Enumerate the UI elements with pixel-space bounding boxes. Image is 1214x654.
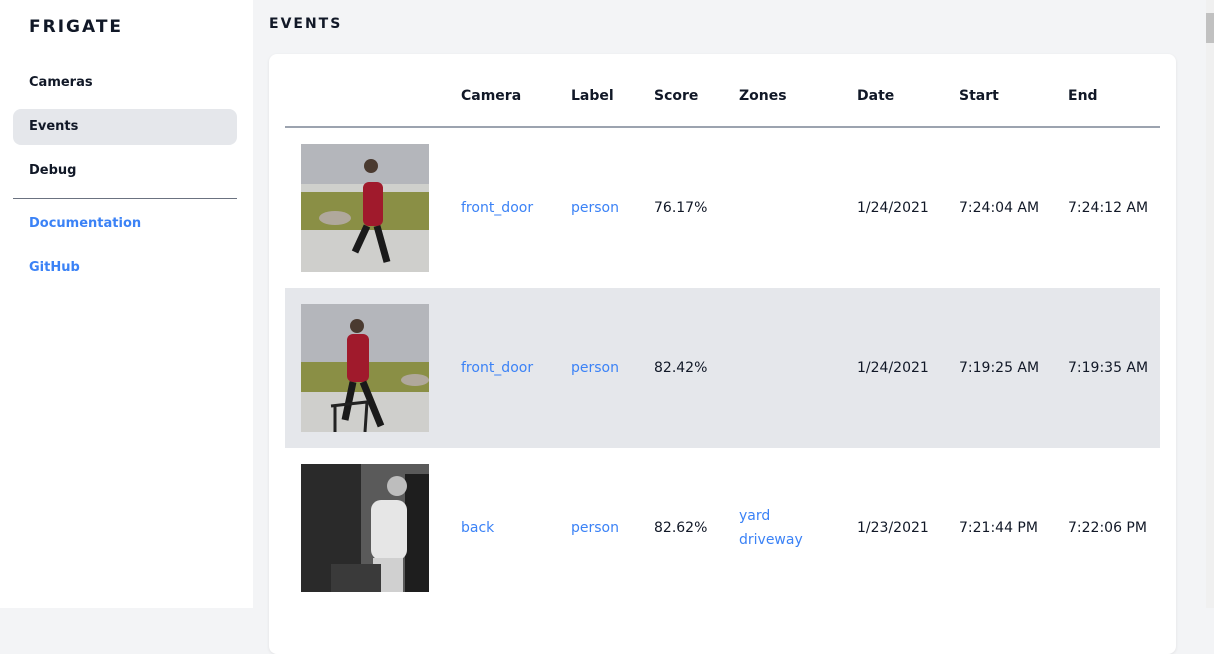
column-header-label: Label bbox=[571, 88, 614, 104]
camera-link[interactable]: front_door bbox=[461, 200, 534, 216]
table-row[interactable]: front_door person 76.17% 1/24/2021 7:24:… bbox=[285, 128, 1160, 288]
sidebar-item-events[interactable]: Events bbox=[13, 109, 237, 145]
date: 1/24/2021 bbox=[857, 360, 929, 376]
scrollbar-thumb[interactable] bbox=[1206, 13, 1214, 43]
zone-link[interactable]: driveway bbox=[739, 532, 803, 548]
label-link[interactable]: person bbox=[571, 520, 619, 536]
column-header-zones: Zones bbox=[739, 88, 787, 104]
header-divider bbox=[285, 126, 1160, 128]
end-time: 7:22:06 PM bbox=[1068, 520, 1147, 536]
documentation-link[interactable]: Documentation bbox=[29, 216, 142, 231]
scrollbar[interactable] bbox=[1206, 0, 1214, 608]
end-time: 7:24:12 AM bbox=[1068, 200, 1149, 216]
start-time: 7:24:04 AM bbox=[959, 200, 1040, 216]
start-time: 7:19:25 AM bbox=[959, 360, 1040, 376]
camera-link[interactable]: front_door bbox=[461, 360, 534, 376]
column-header-date: Date bbox=[857, 88, 895, 104]
label-link[interactable]: person bbox=[571, 200, 619, 216]
brand-logo: FRIGATE bbox=[29, 17, 124, 37]
date: 1/23/2021 bbox=[857, 520, 929, 536]
table-row[interactable]: back person 82.62% yard driveway 1/23/20… bbox=[285, 448, 1160, 608]
sidebar-divider bbox=[13, 198, 237, 199]
column-header-end: End bbox=[1068, 88, 1098, 104]
score: 76.17% bbox=[654, 200, 708, 216]
table-row[interactable]: front_door person 82.42% 1/24/2021 7:19:… bbox=[285, 288, 1160, 448]
column-header-start: Start bbox=[959, 88, 999, 104]
score: 82.42% bbox=[654, 360, 708, 376]
sidebar-item-cameras[interactable]: Cameras bbox=[29, 75, 93, 90]
sidebar-item-debug[interactable]: Debug bbox=[29, 163, 77, 178]
github-link[interactable]: GitHub bbox=[29, 260, 80, 275]
start-time: 7:21:44 PM bbox=[959, 520, 1038, 536]
score: 82.62% bbox=[654, 520, 708, 536]
column-header-score: Score bbox=[654, 88, 699, 104]
date: 1/24/2021 bbox=[857, 200, 929, 216]
sidebar: FRIGATE Cameras Events Debug Documentati… bbox=[0, 0, 253, 608]
column-header-camera: Camera bbox=[461, 88, 522, 104]
zone-link[interactable]: yard bbox=[739, 508, 771, 524]
event-thumbnail[interactable] bbox=[301, 144, 429, 272]
event-thumbnail[interactable] bbox=[301, 464, 429, 592]
camera-link[interactable]: back bbox=[461, 520, 495, 536]
event-thumbnail[interactable] bbox=[301, 304, 429, 432]
page-title: EVENTS bbox=[269, 16, 343, 32]
zones: yard driveway bbox=[739, 448, 803, 608]
end-time: 7:19:35 AM bbox=[1068, 360, 1149, 376]
label-link[interactable]: person bbox=[571, 360, 619, 376]
